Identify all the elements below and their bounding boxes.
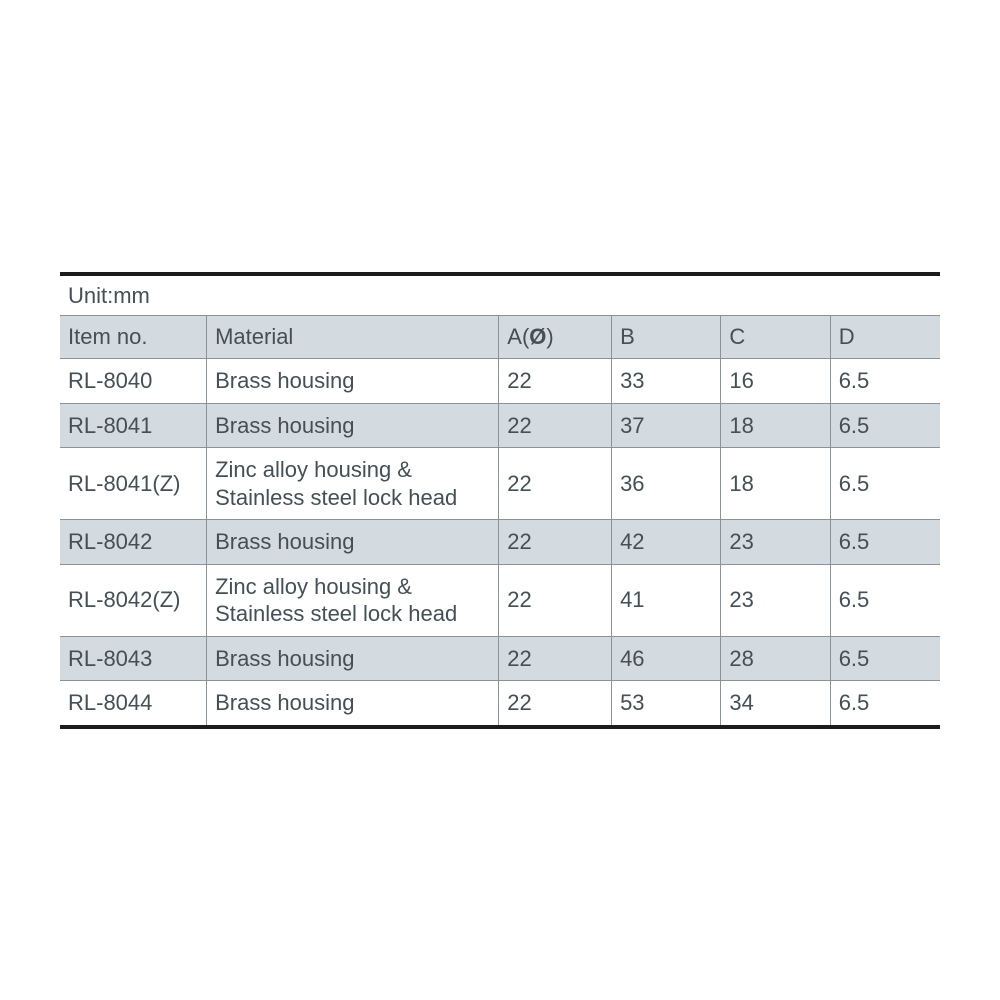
spec-table-container: Unit:mm Item no. Material A(Ø) B C D RL-…	[60, 272, 940, 729]
cell-item: RL-8044	[60, 681, 207, 727]
cell-a: 22	[499, 403, 612, 448]
cell-b: 37	[612, 403, 721, 448]
cell-material: Zinc alloy housing & Stainless steel loc…	[207, 448, 499, 520]
cell-c: 23	[721, 520, 830, 565]
cell-b: 42	[612, 520, 721, 565]
cell-c: 34	[721, 681, 830, 727]
cell-d: 6.5	[830, 448, 940, 520]
unit-row: Unit:mm	[60, 274, 940, 316]
table-row: RL-8041Brass housing2237186.5	[60, 403, 940, 448]
cell-a: 22	[499, 520, 612, 565]
cell-d: 6.5	[830, 681, 940, 727]
table-row: RL-8041(Z)Zinc alloy housing & Stainless…	[60, 448, 940, 520]
col-header-b: B	[612, 316, 721, 359]
cell-a: 22	[499, 681, 612, 727]
cell-b: 36	[612, 448, 721, 520]
cell-b: 46	[612, 636, 721, 681]
cell-d: 6.5	[830, 636, 940, 681]
col-header-item: Item no.	[60, 316, 207, 359]
cell-d: 6.5	[830, 520, 940, 565]
cell-material: Brass housing	[207, 520, 499, 565]
cell-material: Brass housing	[207, 403, 499, 448]
cell-material: Brass housing	[207, 359, 499, 404]
cell-c: 23	[721, 564, 830, 636]
cell-c: 18	[721, 448, 830, 520]
cell-d: 6.5	[830, 359, 940, 404]
cell-item: RL-8041(Z)	[60, 448, 207, 520]
cell-c: 28	[721, 636, 830, 681]
header-row: Item no. Material A(Ø) B C D	[60, 316, 940, 359]
col-header-material: Material	[207, 316, 499, 359]
table-row: RL-8042Brass housing2242236.5	[60, 520, 940, 565]
cell-material: Brass housing	[207, 636, 499, 681]
cell-material: Zinc alloy housing & Stainless steel loc…	[207, 564, 499, 636]
col-header-a: A(Ø)	[499, 316, 612, 359]
cell-b: 41	[612, 564, 721, 636]
unit-label: Unit:mm	[60, 274, 940, 316]
cell-b: 33	[612, 359, 721, 404]
cell-material: Brass housing	[207, 681, 499, 727]
cell-item: RL-8043	[60, 636, 207, 681]
cell-a: 22	[499, 636, 612, 681]
cell-c: 16	[721, 359, 830, 404]
cell-item: RL-8041	[60, 403, 207, 448]
cell-item: RL-8040	[60, 359, 207, 404]
spec-table: Unit:mm Item no. Material A(Ø) B C D RL-…	[60, 272, 940, 729]
cell-c: 18	[721, 403, 830, 448]
cell-b: 53	[612, 681, 721, 727]
cell-a: 22	[499, 448, 612, 520]
cell-item: RL-8042	[60, 520, 207, 565]
table-row: RL-8042(Z)Zinc alloy housing & Stainless…	[60, 564, 940, 636]
table-row: RL-8044Brass housing2253346.5	[60, 681, 940, 727]
table-row: RL-8040Brass housing2233166.5	[60, 359, 940, 404]
col-header-d: D	[830, 316, 940, 359]
cell-d: 6.5	[830, 564, 940, 636]
table-body: RL-8040Brass housing2233166.5RL-8041Bras…	[60, 359, 940, 727]
col-header-c: C	[721, 316, 830, 359]
table-row: RL-8043Brass housing2246286.5	[60, 636, 940, 681]
cell-a: 22	[499, 359, 612, 404]
cell-item: RL-8042(Z)	[60, 564, 207, 636]
cell-a: 22	[499, 564, 612, 636]
cell-d: 6.5	[830, 403, 940, 448]
